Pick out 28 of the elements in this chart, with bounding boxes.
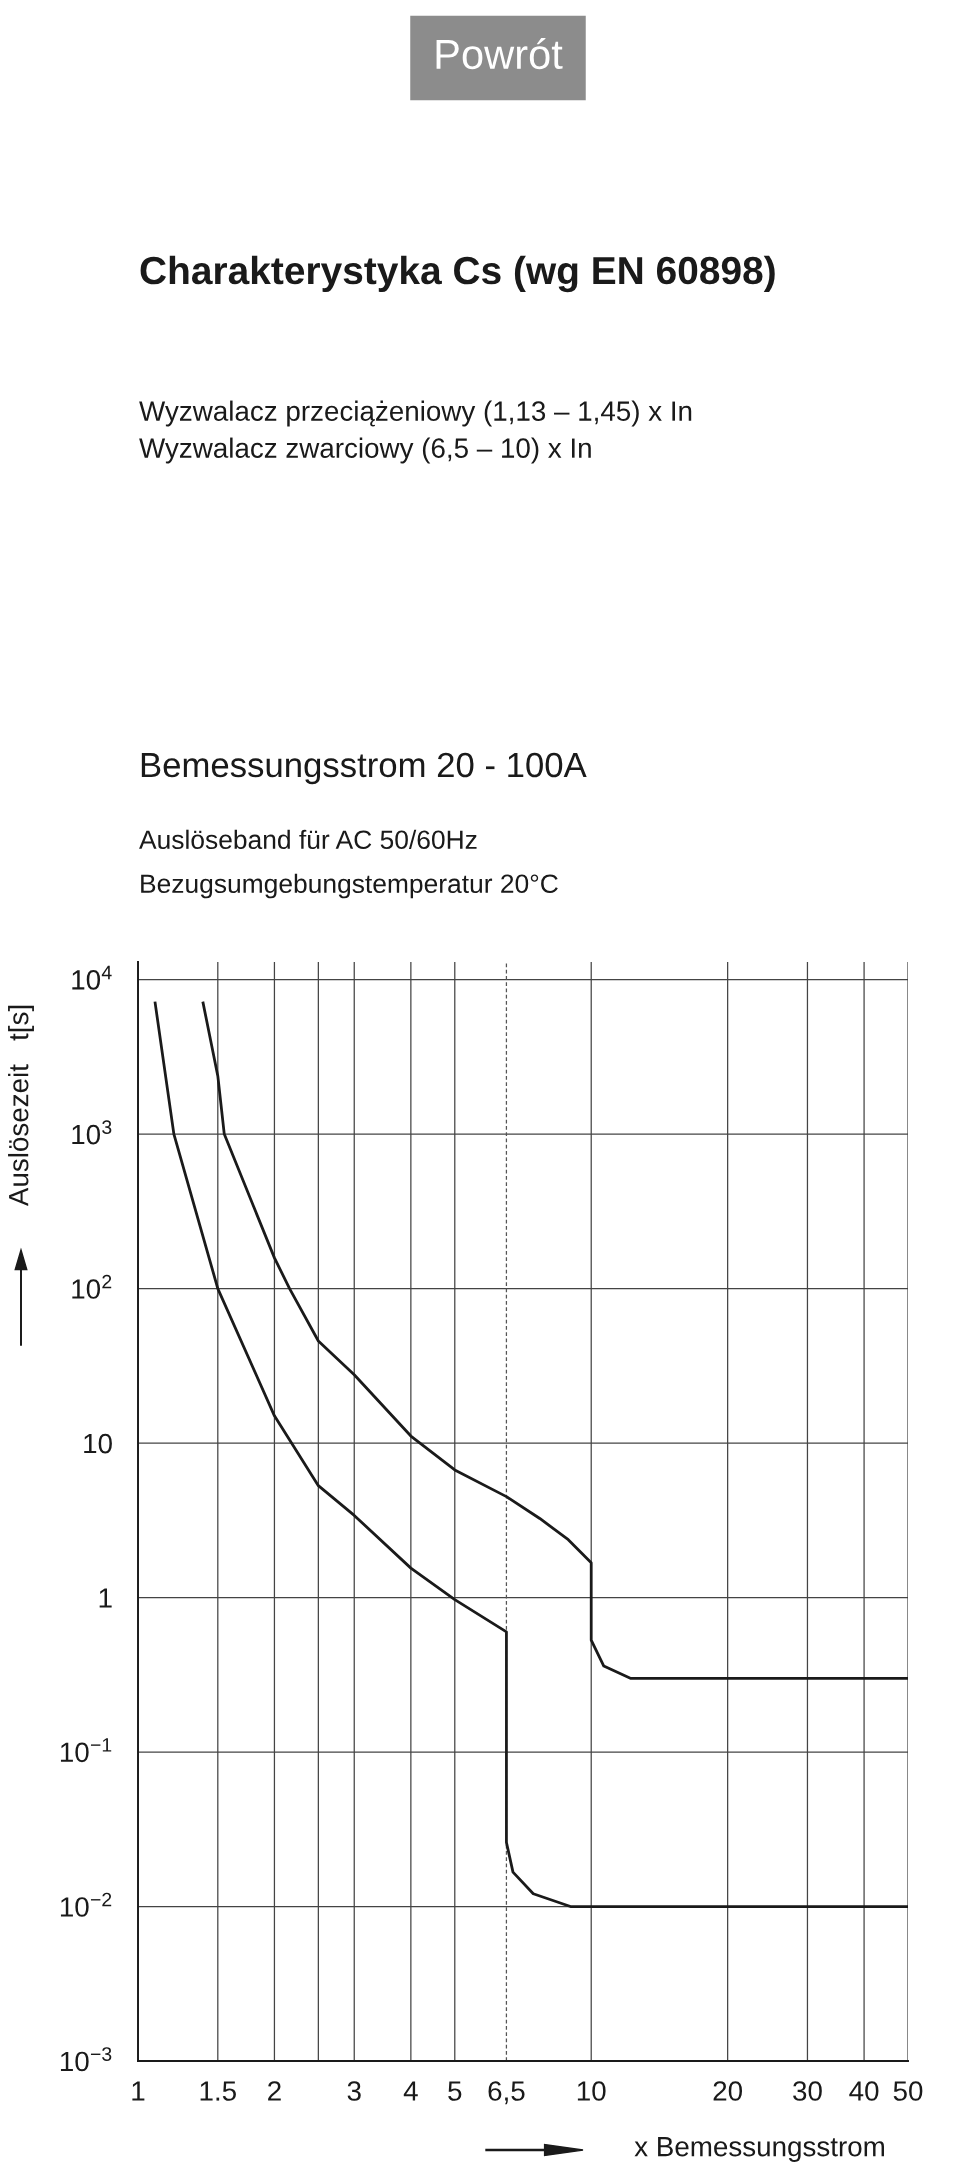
- x-tick-label: 5: [448, 2081, 462, 2101]
- text: Auslöseband für AC 50/60Hz: [139, 829, 477, 850]
- y-tick-label: 10: [84, 1433, 112, 1454]
- y-tick-label: 10$^{2}$: [72, 1274, 112, 1299]
- x-tick-label: 3: [347, 2081, 361, 2101]
- x-tick-label: 1: [132, 2081, 145, 2101]
- chart-subtitle: Wyzwalacz przeciążeniowy (1,13 – 1,45) x In Wyzwalacz zwarciowy (6,5 – 10) x In: [139, 400, 692, 464]
- y-tick-label: 10$^{4}$: [72, 965, 112, 990]
- x-tick-label: 30: [793, 2081, 822, 2101]
- x-tick-label: 40: [849, 2081, 879, 2101]
- y-tick-label: 10$^{−2}$: [60, 1892, 112, 1917]
- x-tick-label: 10: [577, 2081, 606, 2101]
- x-tick-label: 1.5: [200, 2081, 236, 2101]
- x-tick-label: 6,5: [488, 2081, 525, 2105]
- chart-title: Charakterystyka Cs (wg EN 60898): [140, 255, 775, 293]
- x-tick-label: 20: [713, 2081, 743, 2101]
- y-tick-label: 10$^{−3}$: [60, 2047, 112, 2072]
- y-tick-label: 10$^{3}$: [72, 1120, 112, 1145]
- y-tick-label: 10$^{−1}$: [60, 1738, 112, 1763]
- x-axis-title: x Bemessungsstrom: [634, 2137, 884, 2162]
- text: Powrót: [436, 38, 563, 70]
- y-tick-label: 1: [99, 1588, 112, 1608]
- x-tick-label: 2: [268, 2081, 281, 2101]
- text: Bezugsumgebungstemperatur 20°C: [141, 873, 558, 899]
- x-tick-label: 50: [893, 2081, 923, 2101]
- text: Bemessungsstrom 20 - 100A: [141, 752, 587, 785]
- x-tick-label: 4: [403, 2081, 418, 2101]
- y-axis-title: Auslösezeit t[s]: [8, 1005, 34, 1207]
